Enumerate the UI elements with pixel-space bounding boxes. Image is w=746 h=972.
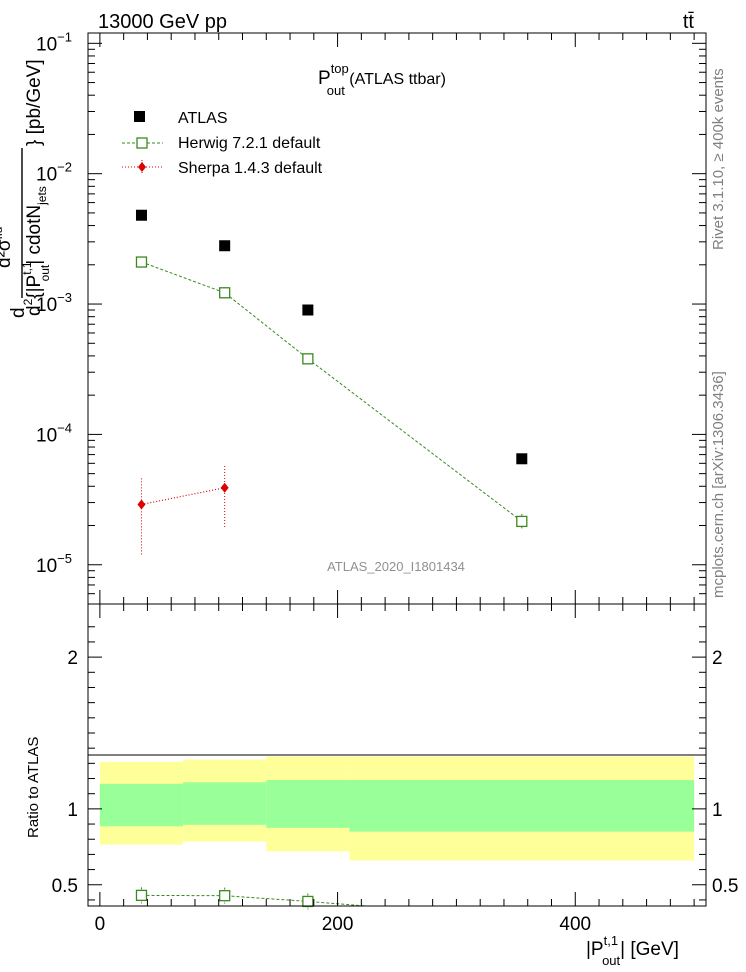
ratio-y-tick-label: 1 bbox=[67, 800, 78, 821]
x-tick-label: 200 bbox=[322, 914, 354, 935]
ratio-axis-ticks bbox=[88, 604, 706, 906]
process-label: tt̄ bbox=[683, 11, 695, 33]
atlas-point bbox=[516, 453, 528, 465]
ratio-y-tick-label-right: 0.5 bbox=[712, 876, 738, 897]
analysis-id: ATLAS_2020_I1801434 bbox=[327, 559, 465, 574]
ratio-tick-labels: 0.5 0.5 1 1 2 2 0 200 400 bbox=[52, 648, 739, 935]
rivet-label: Rivet 3.1.10, ≥ 400k events bbox=[710, 68, 727, 250]
ratio-herwig-line bbox=[141, 894, 373, 906]
ratio-herwig-point bbox=[302, 895, 314, 908]
main-y-tick-label: 10−2 bbox=[36, 160, 72, 186]
legend: ATLAS Herwig 7.2.1 default Sherpa 1.4.3 … bbox=[122, 110, 323, 177]
ratio-y-tick-label-right: 1 bbox=[712, 800, 723, 821]
chart-title: Ptop out (ATLAS ttbar) bbox=[318, 61, 446, 98]
herwig-point bbox=[219, 287, 231, 299]
herwig-point bbox=[516, 515, 528, 528]
energy-label: 13000 GeV pp bbox=[98, 11, 227, 33]
sherpa-point bbox=[220, 482, 229, 493]
sherpa-point bbox=[137, 499, 146, 510]
herwig-point bbox=[135, 256, 148, 268]
legend-label-atlas: ATLAS bbox=[178, 110, 228, 127]
legend-label-herwig: Herwig 7.2.1 default bbox=[178, 135, 321, 152]
main-y-axis-label: d d²σfid d2{|Pt,1 out| cdotNjets } [pb/Ge… bbox=[0, 59, 52, 318]
ratio-y-tick-label: 2 bbox=[67, 648, 78, 669]
ratio-panel-frame bbox=[87, 603, 707, 907]
atlas-point bbox=[135, 209, 147, 221]
mcplots-label: mcplots.cern.ch [arXiv:1306.3436] bbox=[710, 371, 727, 598]
ratio-band-green bbox=[183, 782, 267, 825]
svg-text:} [pb/GeV]: } [pb/GeV] bbox=[24, 59, 45, 146]
main-y-tick-label: 10−3 bbox=[36, 290, 72, 316]
legend-marker-atlas bbox=[134, 111, 145, 122]
legend-label-sherpa: Sherpa 1.4.3 default bbox=[178, 160, 323, 177]
atlas-point bbox=[302, 304, 314, 316]
ratio-band-green bbox=[266, 780, 350, 828]
main-y-tick-label: 10−1 bbox=[36, 29, 72, 55]
main-data-layer bbox=[135, 209, 528, 555]
ratio-data-layer bbox=[135, 887, 373, 910]
herwig-line bbox=[141, 261, 523, 522]
svg-text:d: d bbox=[8, 307, 29, 318]
ratio-herwig-point bbox=[219, 890, 231, 902]
ratio-herwig-point bbox=[135, 889, 148, 902]
atlas-point bbox=[219, 240, 231, 252]
main-y-tick-label: 10−5 bbox=[36, 551, 72, 577]
ratio-y-axis-label: Ratio to ATLAS bbox=[25, 737, 42, 838]
svg-text:d²σfid: d²σfid bbox=[0, 227, 15, 268]
x-tick-label: 400 bbox=[559, 914, 591, 935]
sherpa-line bbox=[141, 487, 225, 506]
legend-marker-herwig bbox=[136, 137, 148, 149]
main-axis-ticks bbox=[88, 33, 706, 604]
main-y-tick-labels: 10−5 10−4 10−3 10−2 10−1 bbox=[36, 29, 72, 576]
ratio-y-tick-label: 0.5 bbox=[52, 876, 78, 897]
ratio-band-green bbox=[349, 780, 695, 832]
ratio-band-green bbox=[99, 783, 184, 827]
ratio-uncertainty-bands bbox=[99, 756, 695, 861]
legend-marker-sherpa bbox=[138, 162, 146, 172]
main-y-tick-label: 10−4 bbox=[36, 420, 72, 446]
x-tick-label: 0 bbox=[95, 914, 106, 935]
ratio-y-tick-label-right: 2 bbox=[712, 648, 723, 669]
herwig-point bbox=[302, 353, 314, 365]
x-axis-label: |Pt,1 out| [GeV] bbox=[586, 933, 679, 968]
